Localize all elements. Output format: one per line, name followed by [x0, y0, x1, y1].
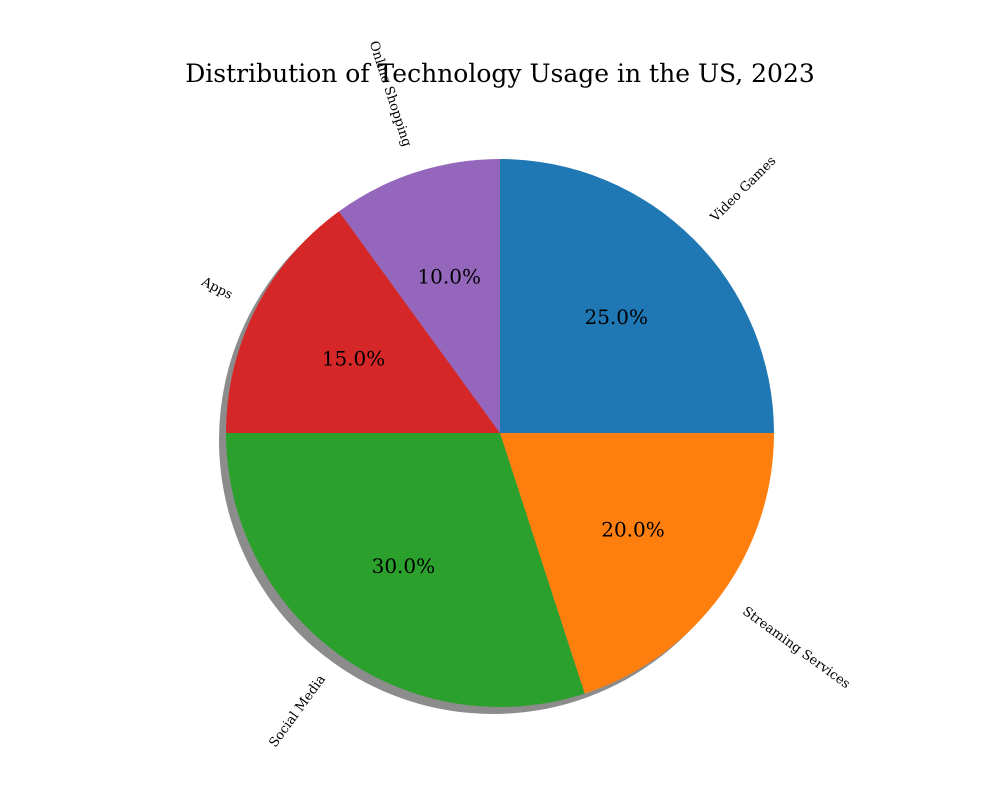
slice-percent-label-online-shopping: 10.0% — [417, 265, 481, 289]
slice-streaming-services — [500, 433, 774, 694]
slice-percent-label-video-games: 25.0% — [584, 305, 648, 329]
slice-category-label-online-shopping: Online Shopping — [366, 39, 414, 148]
slice-apps — [226, 211, 500, 433]
pie-slices — [225, 159, 774, 707]
slice-category-label-streaming-services: Streaming Services — [739, 604, 852, 692]
slice-social-media — [225, 433, 585, 707]
slice-online-shopping — [338, 159, 500, 433]
slice-category-label-social-media: Social Media — [267, 672, 330, 750]
slice-percent-label-streaming-services: 20.0% — [601, 518, 665, 542]
slice-video-games — [500, 159, 774, 433]
slice-percent-label-apps: 15.0% — [322, 346, 386, 370]
slice-category-label-video-games: Video Games — [707, 154, 779, 226]
slice-category-label-apps: Apps — [198, 274, 235, 303]
chart-title: Distribution of Technology Usage in the … — [185, 59, 815, 88]
pie-percent-labels: 25.0% 20.0% 30.0% 15.0% 10.0% — [322, 265, 665, 578]
slice-percent-label-social-media: 30.0% — [372, 554, 436, 578]
